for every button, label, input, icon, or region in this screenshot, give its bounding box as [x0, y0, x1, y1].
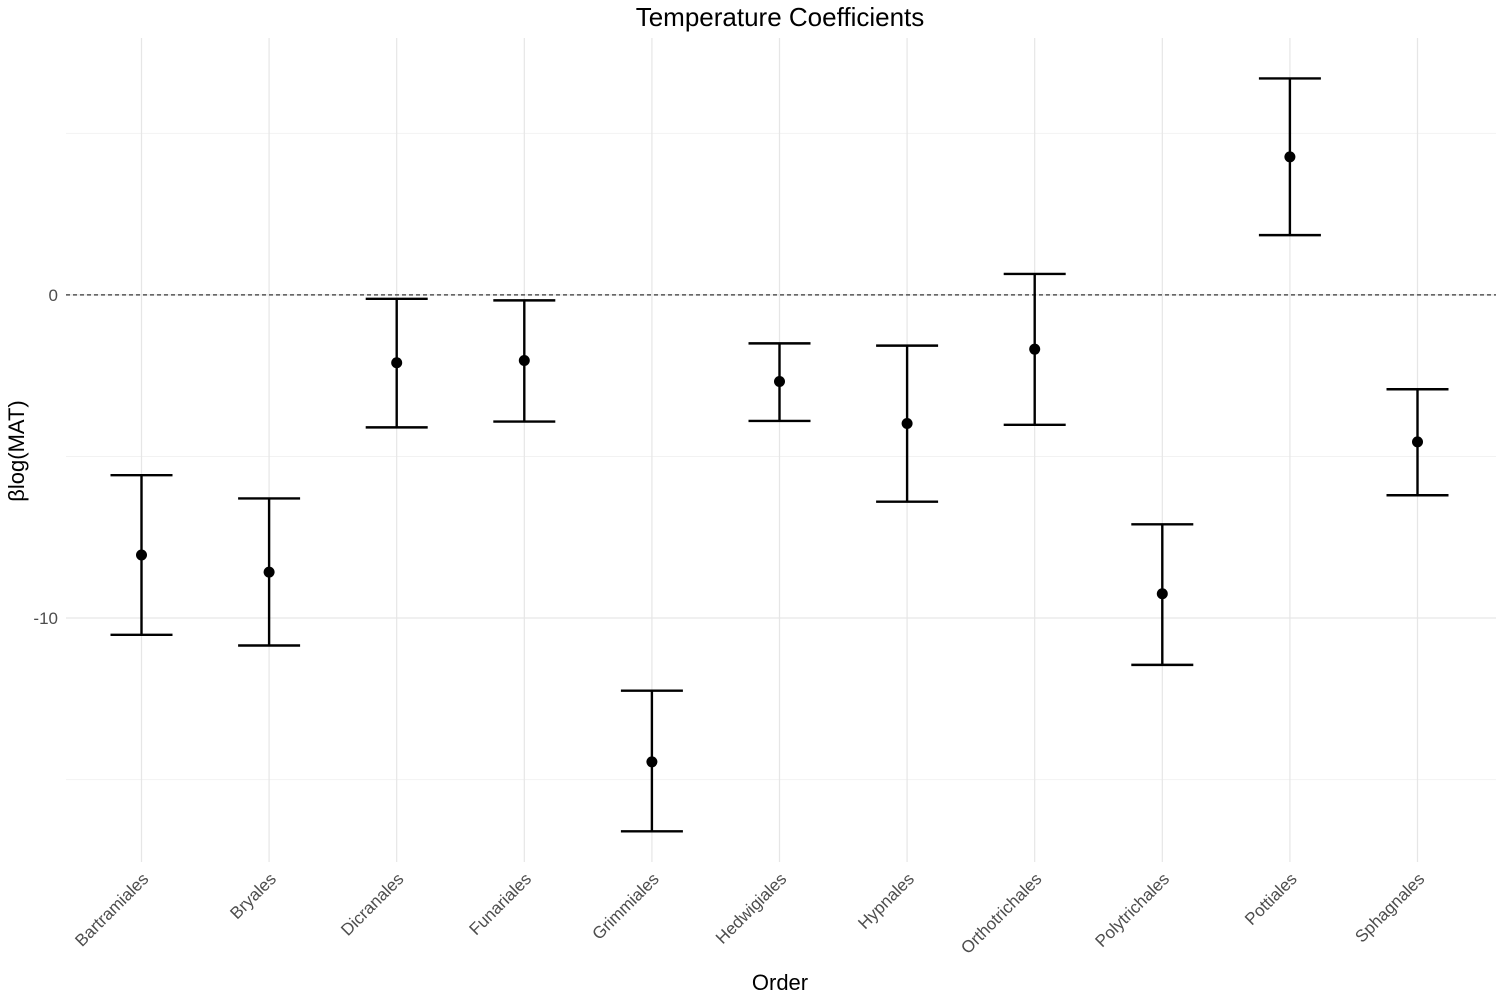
data-point — [646, 756, 658, 768]
y-tick-label: 0 — [49, 286, 58, 305]
errorbar-bartramiales — [110, 474, 173, 637]
errorbar-layer — [110, 77, 1449, 833]
x-tick-label-hedwigiales: Hedwigiales — [712, 869, 790, 947]
x-axis-title: Order — [752, 970, 808, 995]
chart-title: Temperature Coefficients — [636, 2, 925, 32]
grid — [66, 38, 1496, 862]
errorbar-dicranales — [365, 297, 428, 429]
x-tick-label-grimmiales: Grimmiales — [589, 869, 663, 943]
x-tick-label-bryales: Bryales — [226, 869, 280, 923]
errorbar-orthotrichales — [1003, 272, 1066, 426]
x-tick-label-polytrichales: Polytrichales — [1092, 869, 1174, 951]
data-point — [901, 418, 913, 430]
x-tick-label-sphagnales: Sphagnales — [1351, 869, 1428, 946]
errorbar-polytrichales — [1131, 523, 1194, 667]
y-axis-ticks: 0 -10 — [33, 286, 58, 628]
data-point — [263, 566, 275, 578]
errorbar-bryales — [238, 497, 301, 647]
data-point — [518, 354, 530, 366]
errorbar-funariales — [493, 299, 556, 423]
x-tick-label-orthotrichales: Orthotrichales — [957, 869, 1045, 957]
y-axis-title: βlog(MAT) — [4, 400, 29, 501]
errorbar-grimmiales — [620, 689, 683, 833]
data-point — [136, 549, 147, 561]
x-tick-label-bartramiales: Bartramiales — [71, 869, 152, 950]
data-point — [391, 357, 403, 369]
data-point — [1156, 588, 1168, 600]
errorbar-sphagnales — [1386, 388, 1449, 497]
x-tick-label-dicranales: Dicranales — [337, 869, 407, 939]
data-point — [1029, 343, 1041, 355]
errorbar-hypnales — [876, 344, 939, 503]
errorbar-pottiales — [1258, 77, 1321, 237]
y-tick-label: -10 — [33, 609, 58, 628]
x-tick-label-pottiales: Pottiales — [1241, 869, 1301, 929]
x-tick-label-hypnales: Hypnales — [854, 869, 918, 933]
data-point — [774, 375, 785, 387]
x-tick-label-funariales: Funariales — [466, 869, 536, 939]
data-point — [1284, 151, 1296, 163]
data-point — [1412, 436, 1423, 448]
x-axis-ticks: Bartramiales Bryales Dicranales Funariales G… — [71, 869, 1428, 957]
errorbar-hedwigiales — [748, 342, 811, 423]
